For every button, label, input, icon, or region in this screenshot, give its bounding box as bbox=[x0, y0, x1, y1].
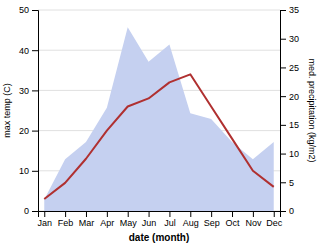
tick: Dec bbox=[266, 211, 283, 228]
tick-mark bbox=[280, 182, 286, 183]
tick-label: 10 bbox=[289, 149, 299, 159]
tick-label: 50 bbox=[19, 5, 29, 15]
tick-mark bbox=[280, 67, 286, 68]
tick-label: 5 bbox=[289, 178, 294, 188]
tick-mark bbox=[211, 211, 212, 217]
tick: 40 bbox=[19, 46, 38, 56]
line bbox=[44, 74, 273, 199]
tick-mark bbox=[274, 211, 275, 217]
tick-mark bbox=[280, 10, 286, 11]
tick-mark bbox=[44, 211, 45, 217]
tick: 10 bbox=[19, 166, 38, 176]
tick-mark bbox=[32, 90, 38, 91]
y2-axis-title: med. precipitation (kg/m2) bbox=[307, 58, 317, 162]
tick-mark bbox=[32, 50, 38, 51]
tick-label: Jun bbox=[142, 218, 157, 228]
tick-mark bbox=[128, 211, 129, 217]
tick-label: Jan bbox=[38, 218, 53, 228]
tick: Jan bbox=[38, 211, 53, 228]
tick-mark bbox=[65, 211, 66, 217]
x-axis: Jan Feb Mar Apr May Jun Jul Aug Sep Oct Nov Dec bbox=[38, 211, 283, 228]
chart: Jan Feb Mar Apr May Jun Jul Aug Sep Oct Nov Dec 0 10 2… bbox=[0, 0, 318, 247]
x-axis-title: date (month) bbox=[129, 232, 190, 243]
grid bbox=[38, 10, 280, 211]
tick-mark bbox=[280, 96, 286, 97]
tick-mark bbox=[107, 211, 108, 217]
tick: Jun bbox=[142, 211, 157, 228]
tick-mark bbox=[32, 131, 38, 132]
tick: Feb bbox=[58, 211, 74, 228]
tick-label: Dec bbox=[266, 218, 283, 228]
tick: 50 bbox=[19, 5, 38, 15]
tick-mark bbox=[169, 211, 170, 217]
tick-mark bbox=[232, 211, 233, 217]
tick-label: May bbox=[120, 218, 138, 228]
tick: 30 bbox=[280, 34, 299, 44]
tick: Apr bbox=[100, 211, 114, 228]
tick-label: Feb bbox=[58, 218, 74, 228]
tick: 0 bbox=[280, 206, 294, 216]
tick: Nov bbox=[245, 211, 262, 228]
tick-mark bbox=[32, 171, 38, 172]
y-axis-title: max temp (C) bbox=[2, 83, 12, 138]
tick: 10 bbox=[280, 149, 299, 159]
tick-label: 15 bbox=[289, 120, 299, 130]
tick: Oct bbox=[226, 211, 241, 228]
tick-mark bbox=[253, 211, 254, 217]
tick-label: 20 bbox=[19, 126, 29, 136]
axis-line bbox=[281, 11, 287, 212]
tick-label: 10 bbox=[19, 166, 29, 176]
tick: May bbox=[120, 211, 138, 228]
tick-mark bbox=[149, 211, 150, 217]
tick-label: 0 bbox=[289, 206, 294, 216]
axis-line bbox=[39, 212, 281, 218]
tick-label: Sep bbox=[204, 218, 220, 228]
tick-label: Mar bbox=[79, 218, 95, 228]
marks bbox=[44, 27, 273, 211]
tick-mark bbox=[32, 211, 38, 212]
tick-label: 30 bbox=[289, 34, 299, 44]
tick: 20 bbox=[19, 126, 38, 136]
tick-label: Apr bbox=[100, 218, 114, 228]
tick-mark bbox=[190, 211, 191, 217]
tick-label: Jul bbox=[164, 218, 176, 228]
tick: 15 bbox=[280, 120, 299, 130]
tick: Mar bbox=[79, 211, 95, 228]
tick-label: 0 bbox=[24, 206, 29, 216]
tick: Jul bbox=[164, 211, 176, 228]
tick-mark bbox=[280, 39, 286, 40]
tick: 5 bbox=[280, 178, 294, 188]
area bbox=[44, 27, 273, 211]
tick-label: 35 bbox=[289, 5, 299, 15]
y-axis: 0 10 20 30 40 50 bbox=[19, 5, 39, 216]
tick: 30 bbox=[19, 86, 38, 96]
tick-label: 30 bbox=[19, 86, 29, 96]
tick-mark bbox=[280, 154, 286, 155]
tick-label: Oct bbox=[226, 218, 241, 228]
tick-label: Aug bbox=[183, 218, 199, 228]
tick-label: 40 bbox=[19, 46, 29, 56]
tick-label: Nov bbox=[245, 218, 262, 228]
tick: Aug bbox=[183, 211, 199, 228]
tick-mark bbox=[32, 10, 38, 11]
tick-mark bbox=[280, 211, 286, 212]
tick-label: 20 bbox=[289, 92, 299, 102]
axis-line bbox=[32, 11, 39, 212]
plot: Jan Feb Mar Apr May Jun Jul Aug Sep Oct Nov Dec 0 10 2… bbox=[2, 5, 317, 243]
tick-mark bbox=[86, 211, 87, 217]
grid-line bbox=[38, 10, 280, 11]
tick-label: 25 bbox=[289, 63, 299, 73]
tick-mark bbox=[280, 125, 286, 126]
grid-line bbox=[38, 50, 280, 51]
tick: 0 bbox=[24, 206, 38, 216]
tick: 25 bbox=[280, 63, 299, 73]
tick: 20 bbox=[280, 92, 299, 102]
y2-axis: 0 5 10 15 20 25 30 35 bbox=[280, 5, 299, 216]
tick: Sep bbox=[204, 211, 220, 228]
tick: 35 bbox=[280, 5, 299, 15]
